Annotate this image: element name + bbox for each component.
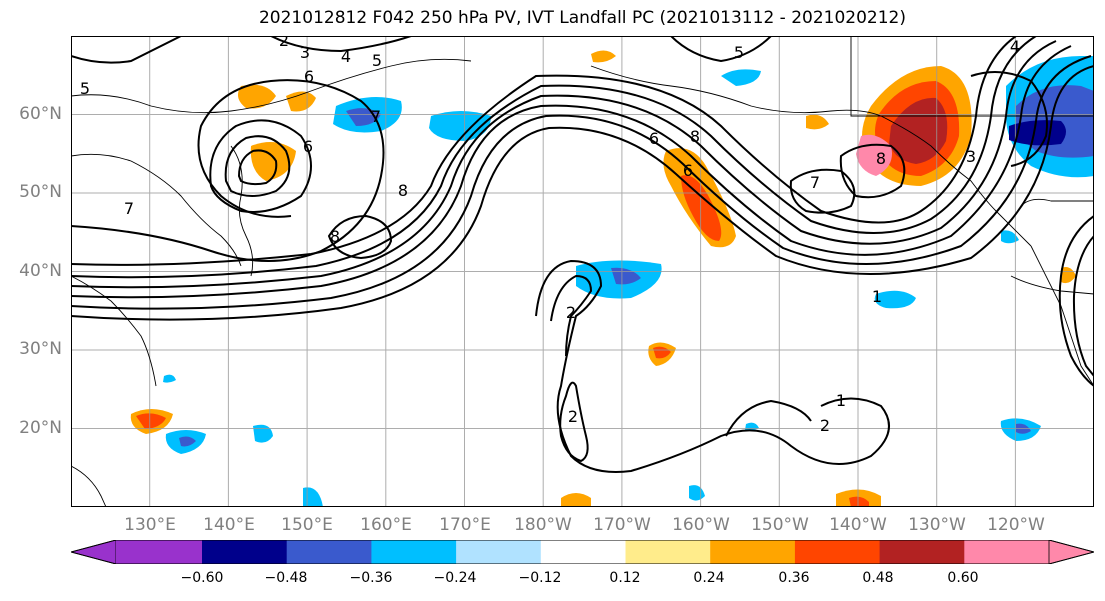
colorbar-tick: −0.60 bbox=[180, 570, 224, 586]
colorbar-segment bbox=[964, 540, 1049, 564]
contour-label: 1 bbox=[872, 287, 882, 306]
lon-label-180w: 180°W bbox=[514, 515, 572, 535]
colorbar-tick: −0.12 bbox=[518, 570, 562, 586]
lat-label-20: 20°N bbox=[19, 418, 62, 438]
colorbar-segment bbox=[371, 540, 457, 564]
colorbar-segment bbox=[794, 540, 881, 564]
colorbar-segment bbox=[879, 540, 965, 564]
map-panel: 2 3 4 5 6 6 7 8 1 2 2 1 2 8 7 6 8 4 5 3 … bbox=[71, 36, 1094, 507]
contour-label: 6 bbox=[683, 161, 693, 180]
lon-label-160w: 160°W bbox=[672, 515, 730, 535]
contour-label: 8 bbox=[690, 127, 700, 146]
colorbar bbox=[69, 539, 1096, 565]
colorbar-segments bbox=[69, 539, 1096, 565]
colorbar-tick: −0.36 bbox=[349, 570, 393, 586]
colorbar-segment bbox=[116, 540, 202, 564]
colorbar-svg bbox=[69, 539, 1096, 565]
lon-label-170w: 170°W bbox=[593, 515, 651, 535]
colorbar-segment bbox=[625, 540, 711, 564]
lat-label-30: 30°N bbox=[19, 339, 62, 359]
contour-label: 6 bbox=[303, 137, 313, 156]
colorbar-tick: −0.24 bbox=[433, 570, 477, 586]
contour-label: 7 bbox=[371, 107, 381, 126]
colorbar-tick: 0.24 bbox=[693, 570, 725, 586]
contour-label: 6 bbox=[649, 129, 659, 148]
pv-shading bbox=[130, 50, 1094, 507]
lon-label-150e: 150°E bbox=[281, 515, 333, 535]
colorbar-extend-low bbox=[69, 539, 117, 565]
contour-label: 3 bbox=[300, 43, 310, 62]
contour-label: 2 bbox=[279, 36, 289, 50]
colorbar-extend-high bbox=[1048, 539, 1096, 565]
colorbar-tick: 0.60 bbox=[947, 570, 979, 586]
contour-label: 4 bbox=[1010, 37, 1020, 56]
lon-label-150w: 150°W bbox=[751, 515, 809, 535]
colorbar-segment bbox=[540, 540, 626, 564]
lon-label-120w: 120°W bbox=[987, 515, 1045, 535]
contour-label: 5 bbox=[80, 79, 90, 98]
lon-label-170e: 170°E bbox=[439, 515, 491, 535]
contour-label: 6 bbox=[304, 67, 314, 86]
contour-label: 5 bbox=[734, 43, 744, 62]
contour-label: 4 bbox=[341, 47, 351, 66]
contour-label: 7 bbox=[124, 199, 134, 218]
map-svg: 2 3 4 5 6 6 7 8 1 2 2 1 2 8 7 6 8 4 5 3 … bbox=[71, 36, 1094, 507]
contour-label: 2 bbox=[820, 416, 830, 435]
contour-label: 2 bbox=[568, 407, 578, 426]
lon-label-130e: 130°E bbox=[124, 515, 176, 535]
contour-label: 7 bbox=[810, 173, 820, 192]
colorbar-tick: 0.48 bbox=[862, 570, 894, 586]
contour-label: 1 bbox=[836, 391, 846, 410]
contour-label: 2 bbox=[566, 303, 576, 322]
lat-label-40: 40°N bbox=[19, 261, 62, 281]
contour-label: 3 bbox=[966, 147, 976, 166]
contour-label: 8 bbox=[876, 149, 886, 168]
colorbar-segment bbox=[286, 540, 372, 564]
colorbar-segment bbox=[710, 540, 796, 564]
lat-label-50: 50°N bbox=[19, 182, 62, 202]
colorbar-segment bbox=[456, 540, 542, 564]
lon-label-140w: 140°W bbox=[829, 515, 887, 535]
contour-label: 5 bbox=[372, 51, 382, 70]
contour-labels: 2 3 4 5 6 6 7 8 1 2 2 1 2 8 7 6 8 4 5 3 … bbox=[80, 36, 1020, 435]
pv-contours bbox=[71, 36, 1094, 473]
colorbar-tick: −0.48 bbox=[264, 570, 308, 586]
contour-label: 8 bbox=[330, 227, 340, 246]
colorbar-tick: 0.12 bbox=[609, 570, 641, 586]
lat-label-60: 60°N bbox=[19, 104, 62, 124]
contour-label: 8 bbox=[398, 181, 408, 200]
lon-label-130w: 130°W bbox=[908, 515, 966, 535]
colorbar-segment bbox=[202, 540, 288, 564]
lon-label-140e: 140°E bbox=[203, 515, 255, 535]
figure-title: 2021012812 F042 250 hPa PV, IVT Landfall… bbox=[258, 8, 906, 28]
lon-label-160e: 160°E bbox=[360, 515, 412, 535]
map-border bbox=[71, 36, 1094, 507]
colorbar-tick: 0.36 bbox=[778, 570, 810, 586]
